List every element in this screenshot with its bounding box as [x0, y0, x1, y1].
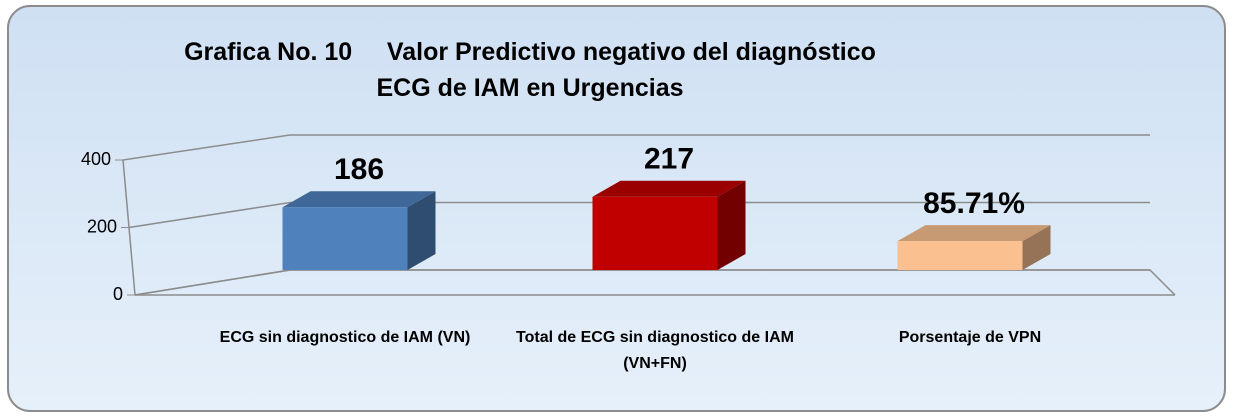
data-label: 85.71% [923, 187, 1025, 220]
data-label: 186 [334, 153, 384, 186]
bar-side [717, 180, 746, 270]
bar-side [407, 191, 436, 270]
y-tick-label: 0 [113, 284, 123, 304]
y-tick-label: 400 [81, 149, 111, 169]
x-tick-label: Porsentaje de VPN [898, 329, 1042, 346]
y-tick-label: 200 [87, 216, 117, 236]
grid-line [122, 134, 1150, 161]
x-tick-label: Total de ECG sin diagnostico de IAM (VN+… [516, 329, 794, 372]
bar [897, 241, 1023, 270]
data-label: 217 [644, 143, 694, 176]
bar-side [1022, 225, 1051, 270]
x-tick-label: ECG sin diagnostico de IAM (VN) [219, 329, 471, 346]
bar-top [897, 225, 1051, 242]
bar-top [592, 180, 746, 197]
bar [592, 196, 718, 270]
bar-top [282, 191, 436, 208]
chart-title: Grafica No. 10 Valor Predictivo negativo… [184, 38, 883, 102]
grid-line [128, 201, 1150, 229]
bar [282, 207, 408, 270]
